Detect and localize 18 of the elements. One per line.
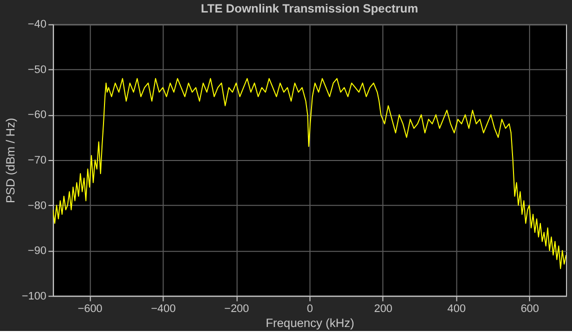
x-tick-label: 0 <box>306 303 314 316</box>
line-series <box>52 78 566 270</box>
x-tick-label: 600 <box>520 303 540 316</box>
y-tick-label: −100 <box>22 290 46 302</box>
y-tick-label: −80 <box>28 200 46 212</box>
y-axis-title: PSD (dBm / Hz) <box>4 118 18 204</box>
y-tick-label: −50 <box>28 64 46 76</box>
y-tick-label: −40 <box>28 18 46 31</box>
x-tick-label: −400 <box>151 303 176 316</box>
x-tick-label: 400 <box>447 303 466 316</box>
y-tick-label: −70 <box>28 154 46 167</box>
x-tick-label: 200 <box>374 303 392 316</box>
y-tick-label: −90 <box>28 245 46 258</box>
y-tick-label: −60 <box>28 109 46 122</box>
x-tick-label: −600 <box>78 303 102 316</box>
x-tick-label: −200 <box>224 303 250 316</box>
x-axis-title: Frequency (kHz) <box>266 316 354 330</box>
chart-title: LTE Downlink Transmission Spectrum <box>200 1 418 16</box>
